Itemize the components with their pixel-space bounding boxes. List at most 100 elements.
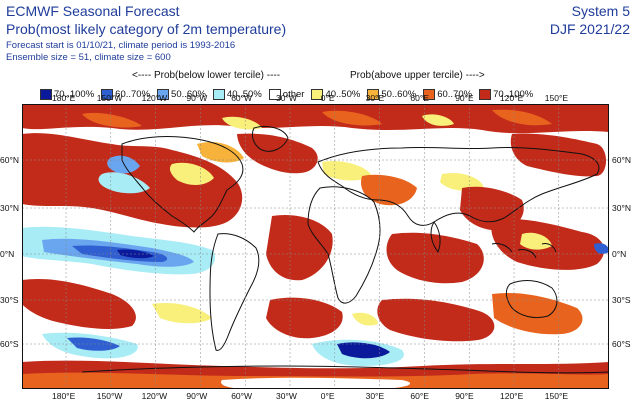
longitude-label: 150°W — [96, 391, 123, 401]
legend-swatch — [479, 89, 492, 100]
coast-maritime — [491, 243, 557, 259]
map-frame — [22, 104, 609, 389]
longitude-label: 150°E — [544, 391, 569, 401]
latitude-label: 30°S — [0, 295, 19, 305]
longitude-label: 30°W — [276, 93, 297, 103]
legend-label: other — [282, 89, 305, 100]
legend-item: 70..100% — [40, 87, 94, 102]
legend-item: 40..50% — [212, 87, 262, 102]
legend-label: 70..100% — [54, 89, 95, 100]
legend-label: 50..60% — [171, 89, 206, 100]
coast-india — [430, 221, 441, 254]
middle-east-warm — [361, 174, 417, 206]
legend-item: 70..100% — [479, 87, 533, 102]
latitude-label: 60°S — [0, 339, 19, 349]
variable-title: Prob(most likely category of 2m temperat… — [6, 21, 287, 37]
longitude-label: 120°W — [141, 391, 168, 401]
longitude-label: 30°E — [365, 93, 385, 103]
coast-africa — [307, 186, 381, 304]
longitude-label: 0°E — [320, 93, 335, 103]
arctic-orange-patches — [82, 109, 552, 128]
arctic-warm-band — [22, 104, 609, 134]
south-indian-warm — [377, 298, 495, 342]
longitude-label: 120°E — [500, 391, 524, 401]
legend-swatch — [423, 89, 436, 100]
forecast-start-info: Forecast start is 01/10/21, climate peri… — [6, 40, 236, 51]
south-pacific-warm — [22, 278, 136, 329]
eurasia-yellow — [322, 160, 484, 191]
graticule — [22, 104, 609, 389]
latitude-label: 60°S — [612, 339, 631, 349]
legend-label: 40..50% — [226, 89, 262, 100]
legend-item: other — [268, 87, 305, 102]
latitude-label: 60°N — [0, 155, 19, 165]
australia-region-warm — [492, 292, 583, 335]
longitude-label: 30°E — [365, 391, 385, 401]
latitude-label: 0°N — [612, 249, 627, 259]
coastlines — [81, 125, 609, 374]
antarctic-white — [221, 377, 411, 389]
longitude-label: 60°E — [410, 391, 429, 401]
north-america-yellow — [169, 162, 214, 185]
coast-south-america — [209, 233, 260, 351]
legend-below-title: <---- Prob(below lower tercile) ---- — [132, 70, 281, 81]
longitude-label: 90°W — [186, 93, 208, 103]
legend-item: 50..60% — [367, 87, 416, 102]
southern-ocean-blue-west-core — [67, 337, 120, 351]
longitude-label: 90°E — [455, 93, 474, 103]
legend-item: 40..50% — [311, 87, 360, 102]
latitude-label: 30°N — [0, 203, 19, 213]
maritime-yellow — [520, 232, 552, 250]
longitude-label: 180°E — [52, 391, 76, 401]
season-label: DJF 2021/22 — [549, 21, 630, 37]
system-label: System 5 — [571, 3, 630, 19]
legend-swatch — [268, 89, 281, 100]
longitude-label: 60°E — [410, 93, 429, 103]
longitude-label: 120°W — [141, 93, 168, 103]
latitude-label: 30°N — [612, 203, 631, 213]
probability-map — [22, 104, 609, 389]
legend-item: 60..70% — [101, 87, 150, 102]
forecast-title: ECMWF Seasonal Forecast — [6, 3, 180, 19]
probability-legend: 70..100% 60..70% 50..60% 40..50% other 40..50… — [40, 87, 540, 102]
tropical-atlantic-warm — [266, 214, 333, 281]
legend-label: 60..70% — [115, 89, 151, 100]
legend-swatch — [311, 89, 324, 100]
north-america-orange — [197, 141, 244, 163]
coast-eurasia — [317, 146, 600, 226]
legend-swatch — [101, 89, 114, 100]
coast-australia — [505, 280, 558, 319]
legend-item: 50..60% — [157, 87, 206, 102]
longitude-label: 60°W — [231, 93, 253, 103]
longitude-label: 90°W — [186, 391, 208, 401]
coast-north-america — [121, 136, 244, 233]
legend-label: 70..100% — [493, 89, 534, 100]
latitude-label: 60°N — [612, 155, 631, 165]
legend-swatch — [40, 89, 52, 100]
ensemble-size-info: Ensemble size = 51, climate size = 600 — [6, 52, 171, 63]
longitude-label: 60°W — [231, 391, 253, 401]
latitude-label: 30°S — [612, 295, 631, 305]
south-atlantic-warm — [266, 297, 343, 339]
indian-ocean-warm — [386, 232, 484, 284]
legend-item: 60..70% — [423, 87, 472, 102]
coast-greenland — [251, 125, 289, 152]
siberia-warm — [510, 133, 606, 177]
north-atlantic-warm — [237, 133, 318, 174]
longitude-label: 30°W — [276, 391, 297, 401]
longitude-label: 0°E — [320, 391, 335, 401]
longitude-label: 150°E — [544, 93, 569, 103]
legend-label: 40..50% — [325, 89, 361, 100]
europe-asia-white — [318, 132, 516, 177]
world-map-svg — [22, 104, 609, 389]
legend-swatch — [367, 89, 380, 100]
west-pacific-blue — [594, 243, 609, 254]
southern-ocean-blue-central-core — [337, 342, 390, 359]
latitude-label: 0°N — [0, 249, 15, 259]
legend-label: 60..70% — [437, 89, 473, 100]
legend-label: 50..60% — [381, 89, 417, 100]
longitude-label: 90°E — [455, 391, 474, 401]
legend-swatch — [157, 89, 170, 100]
coast-antarctica — [81, 365, 609, 374]
longitude-label: 150°W — [96, 93, 123, 103]
